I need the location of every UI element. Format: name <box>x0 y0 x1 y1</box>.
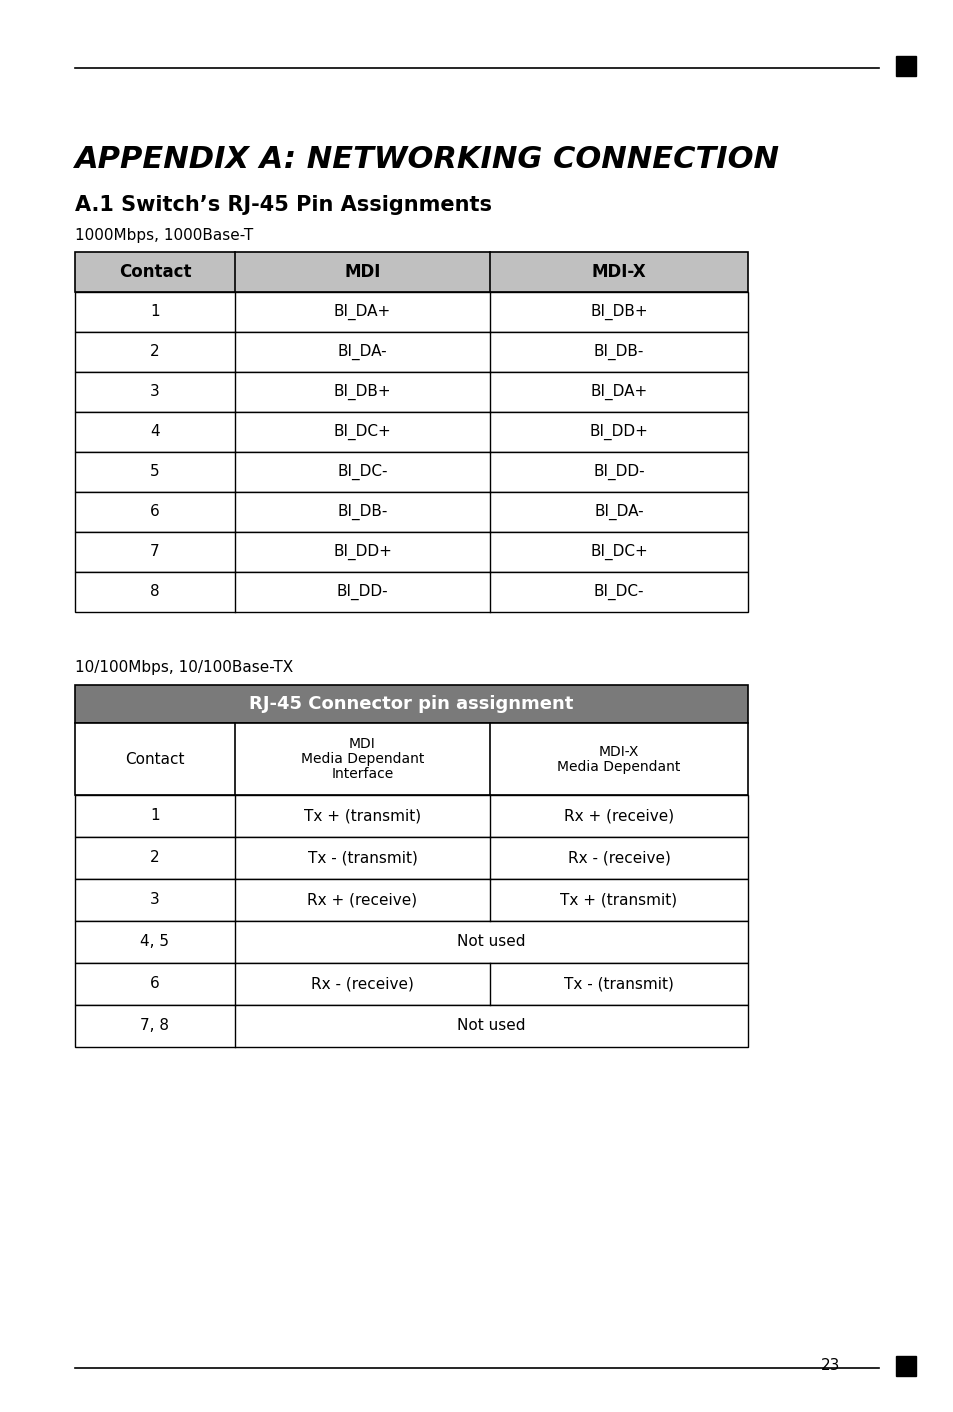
Text: Tx + (transmit): Tx + (transmit) <box>304 809 420 823</box>
Text: 1000Mbps, 1000Base-T: 1000Mbps, 1000Base-T <box>75 227 253 243</box>
Text: A.1 Switch’s RJ-45 Pin Assignments: A.1 Switch’s RJ-45 Pin Assignments <box>75 195 492 215</box>
Text: 7, 8: 7, 8 <box>140 1018 170 1034</box>
Text: Interface: Interface <box>331 767 394 781</box>
Bar <box>75 332 747 371</box>
Text: 1: 1 <box>150 809 160 823</box>
Bar <box>75 251 747 292</box>
Text: Contact: Contact <box>125 751 185 767</box>
Bar <box>75 921 747 963</box>
Text: MDI: MDI <box>344 263 380 281</box>
Text: BI_DB-: BI_DB- <box>593 345 643 360</box>
Text: BI_DB+: BI_DB+ <box>590 304 647 321</box>
Text: Tx - (transmit): Tx - (transmit) <box>563 977 673 991</box>
Text: BI_DD+: BI_DD+ <box>589 424 648 441</box>
Text: APPENDIX A: NETWORKING CONNECTION: APPENDIX A: NETWORKING CONNECTION <box>75 145 780 174</box>
Text: BI_DA-: BI_DA- <box>594 504 643 520</box>
Text: 3: 3 <box>150 892 160 908</box>
Text: Not used: Not used <box>456 1018 525 1034</box>
Bar <box>75 963 747 1005</box>
Text: Not used: Not used <box>456 935 525 949</box>
Text: 5: 5 <box>150 465 160 480</box>
Bar <box>75 1005 747 1048</box>
Text: Rx + (receive): Rx + (receive) <box>307 892 417 908</box>
Text: MDI-X: MDI-X <box>591 263 646 281</box>
Text: 8: 8 <box>150 585 160 600</box>
Bar <box>75 452 747 491</box>
Text: 4, 5: 4, 5 <box>140 935 170 949</box>
Bar <box>895 1356 915 1377</box>
Text: 2: 2 <box>150 345 160 360</box>
Text: Media Dependant: Media Dependant <box>557 760 680 774</box>
Text: BI_DD-: BI_DD- <box>336 585 388 600</box>
Text: Contact: Contact <box>118 263 191 281</box>
Text: BI_DD-: BI_DD- <box>593 465 644 480</box>
Text: MDI-X: MDI-X <box>598 744 639 758</box>
Bar <box>75 532 747 572</box>
Text: Rx - (receive): Rx - (receive) <box>311 977 414 991</box>
Bar <box>895 56 915 76</box>
Text: BI_DB+: BI_DB+ <box>334 384 391 400</box>
Bar <box>75 795 747 837</box>
Text: Rx + (receive): Rx + (receive) <box>563 809 674 823</box>
Text: 10/100Mbps, 10/100Base-TX: 10/100Mbps, 10/100Base-TX <box>75 659 293 675</box>
Text: BI_DC+: BI_DC+ <box>334 424 391 441</box>
Text: BI_DA+: BI_DA+ <box>590 384 647 400</box>
Text: 6: 6 <box>150 977 160 991</box>
Text: RJ-45 Connector pin assignment: RJ-45 Connector pin assignment <box>249 695 573 713</box>
Text: BI_DC-: BI_DC- <box>337 465 387 480</box>
Bar <box>75 371 747 412</box>
Bar <box>75 837 747 880</box>
Text: 23: 23 <box>820 1357 840 1372</box>
Text: BI_DA+: BI_DA+ <box>334 304 391 321</box>
Text: BI_DA-: BI_DA- <box>337 345 387 360</box>
Text: BI_DB-: BI_DB- <box>337 504 387 520</box>
Text: 6: 6 <box>150 504 160 520</box>
Text: BI_DC-: BI_DC- <box>593 585 643 600</box>
Bar <box>75 880 747 921</box>
Text: Media Dependant: Media Dependant <box>300 753 424 765</box>
Bar <box>75 412 747 452</box>
Text: Tx + (transmit): Tx + (transmit) <box>559 892 677 908</box>
Bar <box>75 292 747 332</box>
Text: BI_DC+: BI_DC+ <box>590 544 647 561</box>
Bar <box>75 723 747 795</box>
Text: 4: 4 <box>150 425 160 439</box>
Text: 2: 2 <box>150 850 160 866</box>
Bar <box>75 572 747 611</box>
Bar <box>75 685 747 723</box>
Text: Rx - (receive): Rx - (receive) <box>567 850 670 866</box>
Text: MDI: MDI <box>349 737 375 751</box>
Text: 3: 3 <box>150 384 160 400</box>
Text: 1: 1 <box>150 305 160 319</box>
Text: 7: 7 <box>150 545 160 559</box>
Bar <box>75 491 747 532</box>
Text: BI_DD+: BI_DD+ <box>333 544 392 561</box>
Text: Tx - (transmit): Tx - (transmit) <box>307 850 417 866</box>
